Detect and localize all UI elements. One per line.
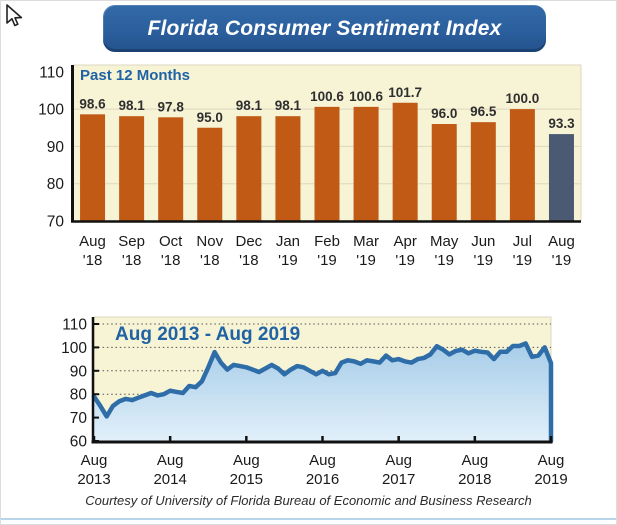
bar-value-label: 96.5 bbox=[470, 104, 497, 119]
bar-chart: 98.6 Aug '18 98.1 Sep '18 97.8 Oct '18 95.0 Nov '18… bbox=[38, 64, 582, 269]
bar bbox=[392, 102, 418, 221]
y-axis-label: 100 bbox=[38, 102, 64, 119]
y-axis-label: 80 bbox=[47, 176, 65, 193]
x-axis-label: '19 bbox=[278, 252, 298, 269]
x-axis-label: Jan bbox=[276, 233, 300, 250]
bar-value-label: 98.1 bbox=[236, 98, 263, 113]
x-axis-label: 2013 bbox=[77, 471, 110, 488]
bar-value-label: 95.0 bbox=[197, 110, 223, 125]
bar bbox=[314, 106, 340, 221]
page-title: Florida Consumer Sentiment Index bbox=[147, 16, 502, 40]
bar-value-label: 98.1 bbox=[118, 98, 145, 113]
x-axis-label: Aug bbox=[461, 452, 488, 469]
x-axis-label: '18 bbox=[83, 252, 103, 269]
bar bbox=[119, 116, 145, 221]
bar-value-label: 98.6 bbox=[79, 96, 106, 111]
bar bbox=[236, 116, 262, 221]
y-axis-label: 100 bbox=[61, 340, 87, 357]
bar-value-label: 98.1 bbox=[275, 98, 302, 113]
line-area-chart: 60 70 80 90 100 110 Aug 2013 Aug 2014 Aug 2015 Aug 20… bbox=[61, 316, 568, 488]
x-axis-label: '18 bbox=[122, 252, 142, 269]
x-axis-label: 2015 bbox=[230, 471, 263, 488]
x-axis-label: Sep bbox=[118, 233, 145, 250]
y-axis-label: 110 bbox=[62, 317, 87, 334]
x-axis-label: Aug bbox=[79, 233, 106, 250]
x-axis-label: Aug bbox=[157, 452, 184, 469]
x-axis-label: Jul bbox=[513, 233, 532, 250]
x-axis-label: Dec bbox=[236, 233, 263, 250]
y-axis-label: 90 bbox=[47, 139, 65, 156]
bar-value-label: 100.6 bbox=[310, 89, 344, 104]
bottom-divider bbox=[1, 518, 616, 520]
bar-value-label: 100.0 bbox=[505, 91, 539, 106]
x-axis-label: '19 bbox=[395, 252, 415, 269]
bar-value-label: 101.7 bbox=[388, 85, 422, 100]
x-axis-label: '19 bbox=[474, 252, 494, 269]
bar bbox=[158, 117, 184, 221]
x-axis-label: Mar bbox=[353, 233, 379, 250]
x-axis-label: Aug bbox=[538, 452, 565, 469]
x-axis-label: '19 bbox=[356, 252, 376, 269]
title-banner: Florida Consumer Sentiment Index bbox=[103, 5, 546, 52]
x-axis-label: Feb bbox=[314, 233, 340, 250]
line-chart-title: Aug 2013 - Aug 2019 bbox=[115, 324, 301, 345]
bar-value-label: 93.3 bbox=[548, 116, 575, 131]
x-axis-label: Aug bbox=[309, 452, 336, 469]
bar bbox=[548, 134, 574, 221]
x-axis-label: '19 bbox=[513, 252, 533, 269]
x-axis-label: 2014 bbox=[153, 471, 186, 488]
x-axis-label: Nov bbox=[196, 233, 223, 250]
courtesy-note: Courtesy of University of Florida Bureau… bbox=[85, 493, 532, 508]
y-axis-label: 60 bbox=[70, 434, 88, 451]
x-axis-label: May bbox=[430, 233, 459, 250]
x-axis-label: Apr bbox=[393, 233, 416, 250]
bar-value-label: 96.0 bbox=[431, 106, 457, 121]
cursor-arrow-icon bbox=[6, 4, 23, 27]
x-axis-label: Jun bbox=[471, 233, 495, 250]
y-axis-label: 110 bbox=[39, 64, 64, 81]
bar bbox=[509, 109, 535, 221]
x-axis-label: '19 bbox=[434, 252, 454, 269]
bar-value-label: 100.6 bbox=[349, 89, 383, 104]
bar bbox=[470, 122, 496, 221]
x-axis-label: '18 bbox=[161, 252, 181, 269]
bar-chart-title: Past 12 Months bbox=[80, 67, 191, 84]
x-axis-label: Aug bbox=[81, 452, 108, 469]
x-axis-label: 2018 bbox=[458, 471, 491, 488]
x-axis-label: Oct bbox=[159, 233, 183, 250]
x-axis-label: Aug bbox=[233, 452, 260, 469]
bar bbox=[431, 124, 457, 221]
x-axis-label: 2017 bbox=[382, 471, 415, 488]
bar-value-label: 97.8 bbox=[158, 99, 185, 114]
x-axis-label: '18 bbox=[239, 252, 259, 269]
y-axis-label: 80 bbox=[70, 387, 88, 404]
bar bbox=[275, 116, 301, 221]
x-axis-label: '19 bbox=[552, 252, 572, 269]
x-axis-label: '19 bbox=[317, 252, 337, 269]
y-axis-label: 70 bbox=[47, 214, 65, 231]
x-axis-label: '18 bbox=[200, 252, 220, 269]
x-axis-label: Aug bbox=[385, 452, 412, 469]
sentiment-line bbox=[91, 341, 554, 444]
y-axis-label: 90 bbox=[70, 363, 88, 380]
x-axis-label: 2016 bbox=[306, 471, 339, 488]
bar bbox=[80, 114, 106, 221]
bar bbox=[353, 106, 379, 221]
x-axis-label: Aug bbox=[548, 233, 575, 250]
bar bbox=[197, 127, 223, 221]
y-axis-label: 70 bbox=[70, 410, 88, 427]
x-axis-label: 2019 bbox=[534, 471, 567, 488]
